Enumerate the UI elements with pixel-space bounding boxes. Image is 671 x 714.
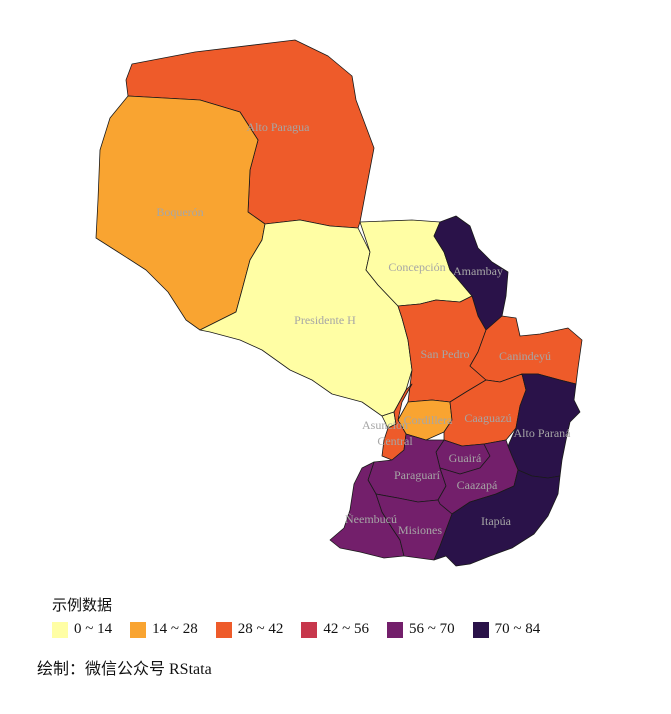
legend-item: 70 ~ 84 [472, 621, 541, 638]
label-guaira: Guairá [449, 451, 482, 465]
legend-label: 14 ~ 28 [152, 621, 198, 637]
legend-title: 示例数据 [52, 598, 113, 614]
legend: 示例数据 0 ~ 14 14 ~ 28 28 ~ 42 42 ~ 56 56 ~… [52, 594, 652, 638]
label-paraguari: Paraguarí [394, 468, 441, 482]
label-concepcion: Concepción [388, 260, 445, 274]
label-san-pedro: San Pedro [421, 347, 470, 361]
label-boqueron: Boquerón [156, 205, 203, 219]
legend-swatch [301, 621, 318, 638]
legend-label: 42 ~ 56 [323, 621, 369, 637]
legend-label: 70 ~ 84 [494, 621, 541, 637]
region-itapua [433, 469, 561, 567]
legend-swatch [52, 621, 68, 638]
legend-items: 0 ~ 14 14 ~ 28 28 ~ 42 42 ~ 56 56 ~ 70 7… [52, 621, 652, 638]
label-asuncion: Asunción [362, 418, 408, 432]
legend-item: 0 ~ 14 [52, 621, 112, 638]
label-neembucu: Ñeembucú [345, 512, 397, 526]
legend-swatch [387, 621, 403, 638]
label-amambay: Amambay [453, 264, 503, 278]
label-cordillera: Cordillera [404, 413, 453, 427]
label-alto-paraguay: Alto Paragua [247, 120, 311, 134]
label-caaguazu: Caaguazú [464, 411, 511, 425]
label-presidente-hayes: Presidente H [294, 313, 356, 327]
label-central: Central [377, 434, 413, 448]
legend-swatch [472, 621, 489, 638]
legend-item: 56 ~ 70 [387, 621, 455, 638]
legend-label: 28 ~ 42 [237, 621, 284, 637]
caption: 绘制：微信公众号 RStata [37, 661, 212, 678]
legend-item: 14 ~ 28 [130, 621, 198, 638]
legend-item: 28 ~ 42 [215, 621, 284, 638]
legend-label: 0 ~ 14 [74, 621, 113, 637]
legend-label: 56 ~ 70 [409, 621, 455, 637]
label-canindeyu: Canindeyú [499, 349, 551, 363]
legend-item: 42 ~ 56 [301, 621, 369, 638]
legend-swatch [130, 621, 147, 638]
label-misiones: Misiones [398, 523, 442, 537]
paraguay-map: Alto Paragua Boquerón Presidente H Conce… [95, 39, 583, 567]
label-alto-parana: Alto Paraná [514, 426, 572, 440]
label-itapua: Itapúa [481, 514, 512, 528]
legend-swatch [215, 621, 232, 638]
label-caazapa: Caazapá [457, 478, 498, 492]
